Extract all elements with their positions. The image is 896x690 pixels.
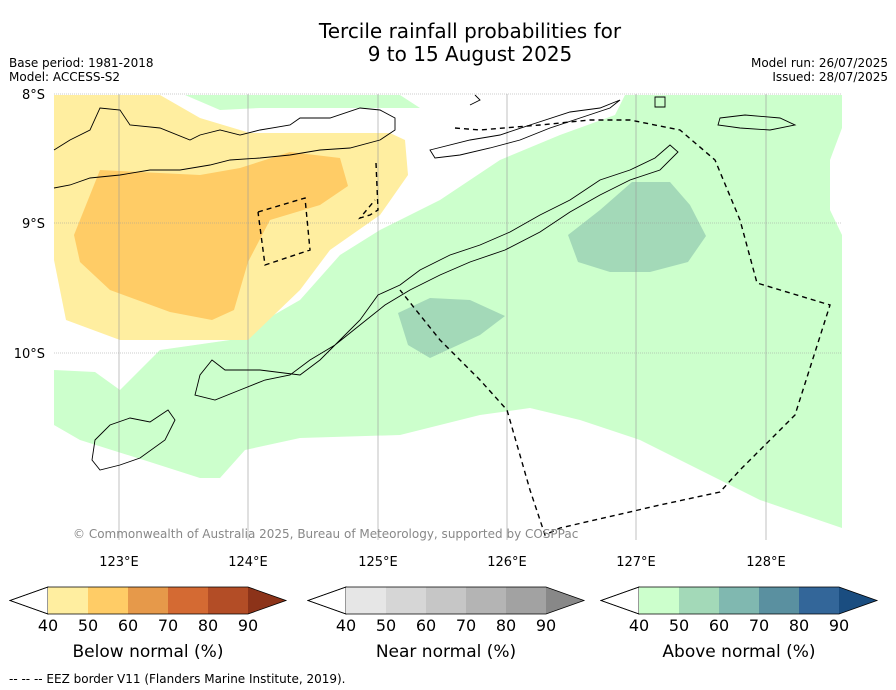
below-normal-core [74,152,348,320]
issued-text: Issued: 28/07/2025 [772,70,888,84]
lat-label: 10°S [14,347,45,362]
coastline-islet [654,96,666,108]
above-normal-colorbar-segment [679,587,719,614]
model-run-text: Model run: 26/07/2025 [750,56,888,70]
meta-left: Base period: 1981-2018 Model: ACCESS-S2 [9,56,154,84]
below-normal-colorbar-segment [208,587,248,614]
below-normal-colorbar-tick: 60 [118,616,138,635]
below-normal-colorbar-tick: 80 [198,616,218,635]
above-normal-colorbar-label: Above normal (%) [662,642,815,662]
coastline-sumba [91,409,176,471]
graticule [54,93,842,540]
near-normal-colorbar-tick: 80 [496,616,516,635]
lon-label: 128°E [746,555,786,570]
above-normal-region-north [185,95,420,110]
below-normal-colorbar-segment [128,587,168,614]
near-normal-colorbar-tick: 60 [416,616,436,635]
near-normal-colorbar-segment [386,587,426,614]
lon-label: 127°E [616,555,656,570]
below-normal-colorbar-tick: 50 [78,616,98,635]
lon-label: 126°E [487,555,527,570]
near-normal-colorbar-tick: 40 [336,616,356,635]
above-normal-colorbar-outline [599,586,879,615]
above-normal-colorbar-segment [799,587,839,614]
above-normal-colorbar-tick: 70 [749,616,769,635]
above-normal-colorbar-tick: 90 [829,616,849,635]
lon-label: 125°E [358,555,398,570]
above-normal-colorbar-tick: 80 [789,616,809,635]
near-normal-colorbar-tick: 70 [456,616,476,635]
above-normal-colorbar-tick: 40 [629,616,649,635]
above-normal-colorbar-segment [719,587,759,614]
near-normal-colorbar-label: Near normal (%) [376,642,516,662]
below-normal-colorbar-segment [168,587,208,614]
below-normal-colorbar-tick: 70 [158,616,178,635]
near-normal-colorbar-outline [306,586,586,615]
below-normal-colorbar-label: Below normal (%) [73,642,224,662]
coastline-alor [429,99,621,159]
lat-label: 9°S [22,217,45,232]
above-normal-colorbar-tick: 60 [709,616,729,635]
below-normal-colorbar-outline [8,586,288,615]
near-normal-colorbar-extend-high [546,587,584,614]
colorbars: 40 50 60 70 80 90 Below normal (%) 40 50 60 70 80 90… [8,586,879,662]
near-normal-colorbar-segment [426,587,466,614]
lon-label: 123°E [99,555,139,570]
lon-label: 124°E [228,555,268,570]
coastline-islands-east [717,114,797,131]
above-normal-colorbar-extend-high [839,587,877,614]
copyright-notice: © Commonwealth of Australia 2025, Bureau… [73,527,579,541]
near-normal-colorbar-segment [346,587,386,614]
near-normal-colorbar-segment [466,587,506,614]
lat-label: 8°S [22,88,45,103]
model-text: Model: ACCESS-S2 [9,70,121,84]
coastline-wetar [469,94,481,106]
above-normal-colorbar-extend-low [599,586,640,615]
below-normal-colorbar-extend-low [8,586,49,615]
eez-border [257,119,831,536]
page-title: Tercile rainfall probabilities for 9 to … [0,20,896,66]
below-normal-colorbar-segment [48,587,88,614]
eez-legend-note: -- -- -- EEZ border V11 (Flanders Marine… [9,672,346,686]
above-normal-patch-east [568,182,706,272]
title-line-1: Tercile rainfall probabilities for [318,19,622,43]
below-normal-colorbar-tick: 90 [238,616,258,635]
near-normal-colorbar-tick: 50 [376,616,396,635]
above-normal-patch-south [398,298,505,358]
meta-right: Model run: 26/07/2025 Issued: 28/07/2025 [751,56,888,84]
above-normal-colorbar-tick: 50 [669,616,689,635]
near-normal-colorbar-tick: 90 [536,616,556,635]
below-normal-colorbar-tick: 40 [38,616,58,635]
title-line-2: 9 to 15 August 2025 [367,42,573,66]
coastlines [53,94,797,471]
near-normal-colorbar-segment [506,587,546,614]
base-period-text: Base period: 1981-2018 [9,56,154,70]
below-normal-colorbar-extend-high [248,587,286,614]
above-normal-colorbar-segment [759,587,799,614]
above-normal-colorbar-segment [639,587,679,614]
below-normal-colorbar-segment [88,587,128,614]
coastline-flores [53,107,396,189]
near-normal-colorbar-extend-low [306,586,347,615]
coastline-timor [194,144,679,401]
